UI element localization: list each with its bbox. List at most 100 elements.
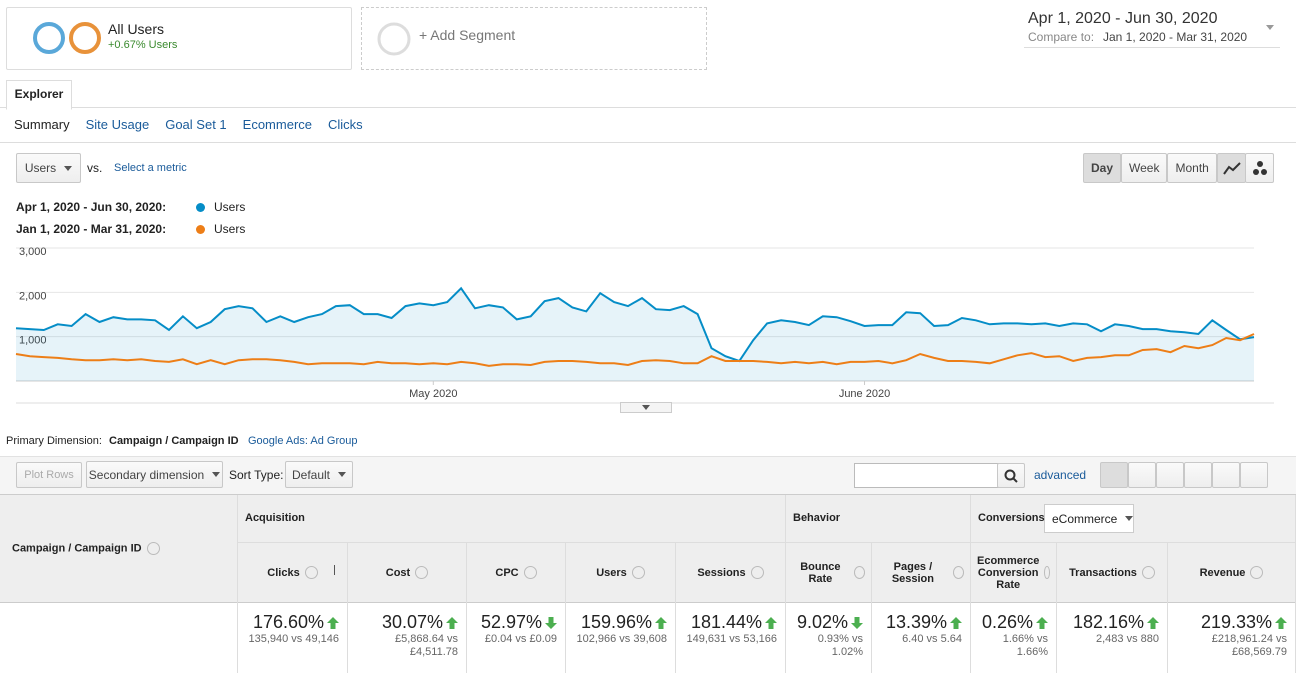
subtab[interactable]: Site Usage (85, 117, 150, 132)
help-icon (1044, 566, 1050, 579)
y-tick-label: 1,000 (19, 335, 47, 347)
caret (338, 472, 347, 477)
conversion-select[interactable]: eCommerce (1044, 504, 1134, 533)
series-line (15, 333, 1255, 367)
change-detail: £0.04 vs £0.09 (484, 633, 557, 645)
search-input[interactable] (854, 463, 1000, 488)
caret (212, 472, 221, 477)
x-tick-label: May 2020 (409, 388, 457, 400)
change: 176.60% (242, 612, 339, 633)
vs: vs. (87, 161, 103, 175)
change-detail: 102,966 vs 39,608 (576, 633, 667, 645)
series-line (15, 286, 1255, 363)
segment-icon (33, 22, 101, 54)
date-compare-label: Compare to: (1028, 30, 1095, 44)
legend-name: Users (214, 200, 246, 214)
column-header: Ecommerce Conversion Rate (971, 543, 1057, 602)
line-chart-button[interactable] (1217, 153, 1246, 183)
y-tick-label: 3,000 (19, 246, 47, 258)
subtab[interactable]: Summary (14, 117, 70, 132)
change-arrow (1036, 617, 1048, 630)
view-button[interactable] (1128, 462, 1156, 488)
total-cell: 182.16% 2,483 vs 880 (1057, 602, 1168, 673)
arrow-shape (327, 617, 339, 630)
secondary-dimension[interactable]: Secondary dimension (86, 461, 223, 488)
group-header: Behavior (786, 495, 971, 543)
legend-swatch (196, 203, 205, 212)
sort-select[interactable]: Default (285, 461, 353, 488)
rule (0, 142, 1296, 143)
sort-arrow (334, 565, 335, 575)
view-button[interactable] (1240, 462, 1268, 488)
period-button[interactable]: Month (1167, 153, 1217, 183)
change-arrow (545, 617, 557, 630)
change-arrow (1275, 617, 1287, 630)
column-name: CPC (495, 566, 519, 579)
ring (33, 22, 65, 54)
column-name: Transactions (1069, 566, 1137, 579)
arrow-shape (545, 617, 557, 630)
help-icon (853, 566, 865, 579)
dimension-header: Campaign / Campaign ID (0, 495, 238, 602)
subtab[interactable]: Ecommerce (242, 117, 313, 132)
change-arrow (1147, 617, 1159, 630)
view-button[interactable] (1100, 462, 1128, 488)
icon (1004, 469, 1018, 483)
plot-rows[interactable]: Plot Rows (16, 462, 82, 488)
arrow-shape (1275, 617, 1287, 630)
view-button[interactable] (1156, 462, 1184, 488)
total-cell: 0.26% 1.66% vs 1.66% (971, 602, 1057, 673)
ring (377, 22, 411, 56)
dot (1252, 169, 1259, 175)
change-value: 176.60% (252, 612, 324, 632)
segment-card[interactable]: All Users +0.67% Users (6, 7, 352, 70)
change-arrow (327, 617, 339, 630)
icon-part (1012, 476, 1018, 483)
change-arrow (655, 617, 667, 630)
tab[interactable]: Explorer (6, 80, 72, 110)
column-header: Sessions (676, 543, 786, 602)
total-cell: 30.07% £5,868.64 vs £4,511.78 (348, 602, 467, 673)
date-range[interactable]: Apr 1, 2020 - Jun 30, 2020 Compare to: J… (1024, 10, 1280, 48)
view-button[interactable] (1184, 462, 1212, 488)
column-header: Revenue (1168, 543, 1296, 602)
column-header: CPC (467, 543, 566, 602)
chart-resize[interactable] (620, 402, 672, 413)
change-detail: 6.40 vs 5.64 (902, 633, 962, 645)
change-value: 52.97% (480, 612, 542, 632)
icon (1222, 162, 1241, 175)
column-header: Users (566, 543, 676, 602)
total-cell: 159.96% 102,966 vs 39,608 (566, 602, 676, 673)
segment-icon (377, 22, 411, 56)
total-cell: 9.02% 0.93% vs 1.02% (786, 602, 872, 673)
legend-swatch (196, 225, 205, 234)
period-button[interactable]: Week (1121, 153, 1168, 183)
dimension-cell (0, 602, 238, 673)
add-segment[interactable]: + Add Segment (361, 7, 707, 70)
select-metric[interactable]: Select a metric (114, 162, 187, 174)
help-icon (1141, 566, 1155, 579)
group-header: Conversions (971, 495, 1296, 543)
period-button[interactable]: Day (1083, 153, 1122, 183)
arrow-shape (655, 617, 667, 630)
change-arrow (765, 617, 777, 630)
subtab[interactable]: Clicks (328, 117, 363, 132)
change: 0.26% (975, 612, 1048, 633)
motion-chart-button[interactable] (1245, 153, 1274, 183)
change: 219.33% (1172, 612, 1287, 633)
help-icon (1250, 566, 1264, 579)
subtab[interactable]: Goal Set 1 (165, 117, 227, 132)
view-button[interactable] (1212, 462, 1240, 488)
total-cell: 181.44% 149,631 vs 53,166 (676, 602, 786, 673)
search-button[interactable] (997, 463, 1025, 488)
column-name: Pages / Session (891, 560, 934, 585)
total-cell: 13.39% 6.40 vs 5.64 (872, 602, 971, 673)
change-value: 0.26% (981, 612, 1033, 632)
advanced[interactable]: advanced (1034, 468, 1087, 482)
help-icon (146, 542, 160, 555)
dimension-other[interactable]: Google Ads: Ad Group (248, 435, 358, 447)
change-value: 9.02% (796, 612, 848, 632)
metric-select[interactable]: Users (16, 153, 81, 183)
column-name: Users (596, 566, 627, 579)
subtabs: Summary Site Usage Goal Set 1 Ecommerce Clic… (14, 117, 363, 132)
